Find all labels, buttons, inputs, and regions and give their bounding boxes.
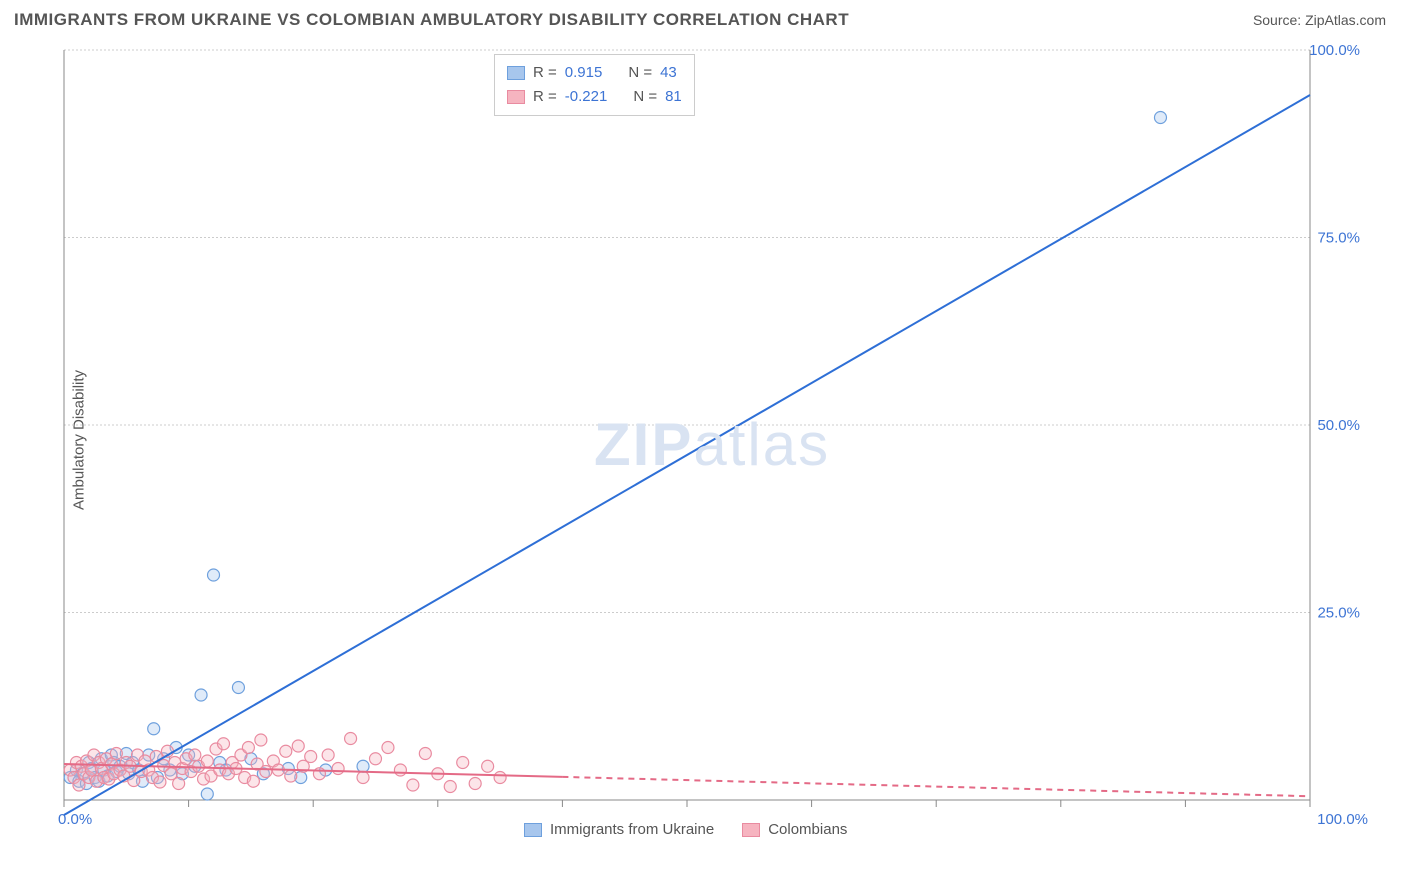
legend-item-colombia: Colombians	[742, 821, 847, 838]
scatter-plot-svg: 25.0% 50.0% 75.0% 100.0% 0.0% 100.0%	[54, 40, 1390, 840]
legend-series: Immigrants from Ukraine Colombians	[524, 821, 847, 838]
swatch-colombia	[742, 823, 760, 837]
svg-text:75.0%: 75.0%	[1317, 230, 1360, 247]
r-value-ukraine: 0.915	[565, 61, 603, 85]
n-value-ukraine: 43	[660, 61, 677, 85]
svg-text:25.0%: 25.0%	[1317, 605, 1360, 622]
svg-text:50.0%: 50.0%	[1317, 417, 1360, 434]
n-label: N =	[628, 61, 652, 85]
r-value-colombia: -0.221	[565, 85, 608, 109]
n-label: N =	[633, 85, 657, 109]
r-label: R =	[533, 85, 557, 109]
legend-label-ukraine: Immigrants from Ukraine	[550, 821, 714, 838]
legend-stats-row-ukraine: R = 0.915 N = 43	[507, 61, 682, 85]
legend-stats: R = 0.915 N = 43 R = -0.221 N = 81	[494, 54, 695, 116]
r-label: R =	[533, 61, 557, 85]
legend-item-ukraine: Immigrants from Ukraine	[524, 821, 714, 838]
swatch-ukraine	[524, 823, 542, 837]
svg-text:100.0%: 100.0%	[1317, 811, 1368, 828]
svg-text:100.0%: 100.0%	[1309, 42, 1360, 59]
svg-text:0.0%: 0.0%	[58, 811, 92, 828]
legend-label-colombia: Colombians	[768, 821, 847, 838]
source-label: Source: ZipAtlas.com	[1253, 12, 1386, 28]
legend-stats-row-colombia: R = -0.221 N = 81	[507, 85, 682, 109]
swatch-colombia	[507, 90, 525, 104]
n-value-colombia: 81	[665, 85, 682, 109]
swatch-ukraine	[507, 66, 525, 80]
chart-title: IMMIGRANTS FROM UKRAINE VS COLOMBIAN AMB…	[14, 10, 849, 30]
chart-area: Ambulatory Disability 25.0%50.0%75.0%100…	[54, 40, 1390, 840]
